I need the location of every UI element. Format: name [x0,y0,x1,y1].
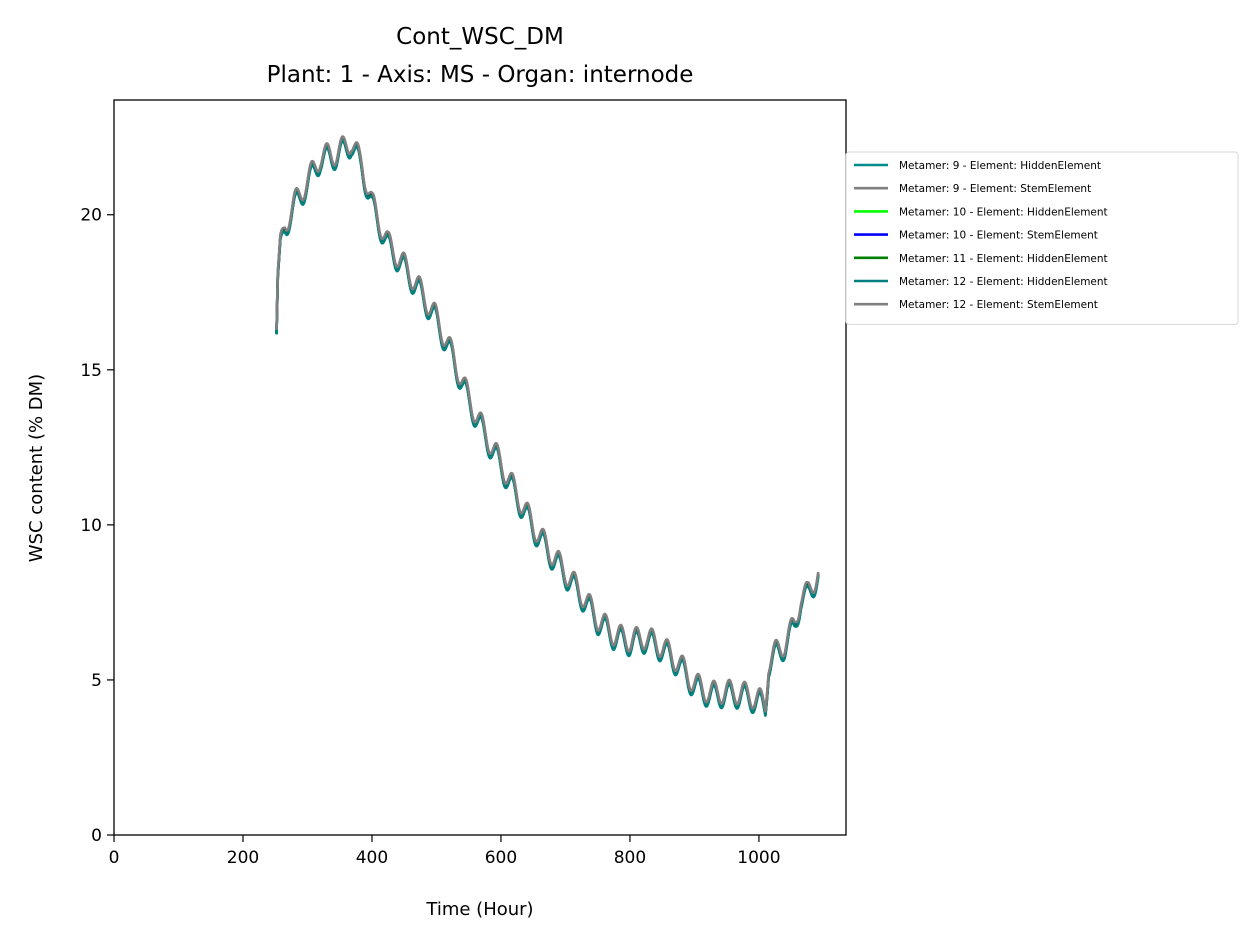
legend-entry-3: Metamer: 10 - Element: StemElement [899,230,1098,242]
legend: Metamer: 9 - Element: HiddenElement Metam… [845,151,1239,325]
x-axis-label: Time (Hour) [425,899,533,920]
plot-frame [113,99,847,836]
y-axis-label: WSC content (% DM) [26,374,47,562]
legend-entry-0: Metamer: 9 - Element: HiddenElement [899,160,1101,172]
x-tick-label-5: 1000 [737,848,780,868]
y-tick-label-1: 5 [91,671,102,691]
legend-entry-4: Metamer: 11 - Element: HiddenElement [899,253,1108,265]
legend-entry-6: Metamer: 12 - Element: StemElement [899,299,1098,311]
y-tick-label-2: 10 [80,516,102,536]
series-line-6 [275,135,820,713]
x-tick-label-1: 200 [227,848,259,868]
legend-entry-1: Metamer: 9 - Element: StemElement [899,183,1091,195]
legend-entry-2: Metamer: 10 - Element: HiddenElement [899,206,1108,218]
y-tick-label-0: 0 [91,826,102,846]
chart-title: Cont_WSC_DM [396,24,564,50]
y-tick-label-3: 15 [80,361,102,381]
axes: 0 200 400 600 800 1000 0 5 10 15 20 [80,206,780,868]
x-tick-label-2: 400 [356,848,388,868]
legend-box [845,151,1239,325]
series-lines [275,135,820,717]
x-tick-label-4: 800 [614,848,646,868]
legend-entry-5: Metamer: 12 - Element: HiddenElement [899,276,1108,288]
x-tick-label-3: 600 [485,848,517,868]
chart-subtitle: Plant: 1 - Axis: MS - Organ: internode [267,62,694,88]
y-tick-label-4: 20 [80,206,102,226]
x-tick-label-0: 0 [109,848,120,868]
